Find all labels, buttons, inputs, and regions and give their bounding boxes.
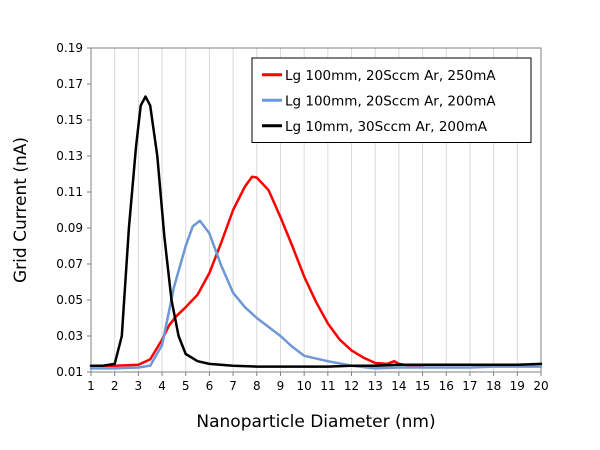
y-tick-label: 0.19 xyxy=(56,41,83,55)
series-line-3 xyxy=(89,95,543,368)
x-tick-label: 8 xyxy=(253,379,261,393)
legend: Lg 100mm, 20Sccm Ar, 250mA Lg 100mm, 20Sc… xyxy=(251,57,532,143)
x-tick-label: 19 xyxy=(510,379,525,393)
y-tick-label: 0.01 xyxy=(56,365,83,379)
plot-area-border xyxy=(90,47,542,373)
x-axis-title: Nanoparticle Diameter (nm) xyxy=(196,412,435,432)
x-tick-label: 7 xyxy=(229,379,237,393)
y-axis-title: Grid Current (nA) xyxy=(11,137,31,283)
y-tick-label: 0.13 xyxy=(56,149,83,163)
x-tick-label: 17 xyxy=(462,379,477,393)
x-tick-label: 16 xyxy=(439,379,454,393)
x-tick-label: 3 xyxy=(135,379,143,393)
x-tick-label: 12 xyxy=(344,379,359,393)
legend-label: Lg 10mm, 30Sccm Ar, 200mA xyxy=(285,119,488,135)
x-tick-label: 11 xyxy=(320,379,335,393)
x-tick-label: 6 xyxy=(206,379,214,393)
x-tick-label: 2 xyxy=(111,379,119,393)
legend-label: Lg 100mm, 20Sccm Ar, 200mA xyxy=(285,93,496,109)
y-axis-ticks: 0.01 0.03 0.05 0.07 0.09 0.11 0.13 0.15 0.17 0.19 xyxy=(56,41,91,379)
x-tick-label: 1 xyxy=(87,379,95,393)
y-tick-label: 0.17 xyxy=(56,77,83,91)
x-tick-label: 5 xyxy=(182,379,190,393)
y-tick-label: 0.09 xyxy=(56,221,83,235)
x-tick-label: 18 xyxy=(486,379,501,393)
x-tick-label: 4 xyxy=(158,379,166,393)
x-tick-label: 14 xyxy=(391,379,406,393)
legend-box xyxy=(251,57,532,143)
series-lines xyxy=(89,95,543,370)
series-line-1 xyxy=(89,175,424,368)
x-tick-label: 15 xyxy=(415,379,430,393)
legend-items: Lg 100mm, 20Sccm Ar, 250mA Lg 100mm, 20Sc… xyxy=(262,68,496,135)
x-tick-label: 10 xyxy=(297,379,312,393)
y-tick-label: 0.11 xyxy=(56,185,83,199)
y-tick-label: 0.05 xyxy=(56,293,83,307)
x-tick-label: 9 xyxy=(277,379,285,393)
legend-label: Lg 100mm, 20Sccm Ar, 250mA xyxy=(285,68,496,84)
y-tick-label: 0.03 xyxy=(56,329,83,343)
y-tick-label: 0.07 xyxy=(56,257,83,271)
x-tick-label: 20 xyxy=(533,379,548,393)
series-line-2 xyxy=(89,219,543,370)
y-tick-label: 0.15 xyxy=(56,113,83,127)
x-tick-label: 13 xyxy=(368,379,383,393)
x-axis-ticks: 1 2 3 4 5 6 7 8 9 10 11 12 13 14 15 16 17 18 19 20 xyxy=(87,372,549,393)
